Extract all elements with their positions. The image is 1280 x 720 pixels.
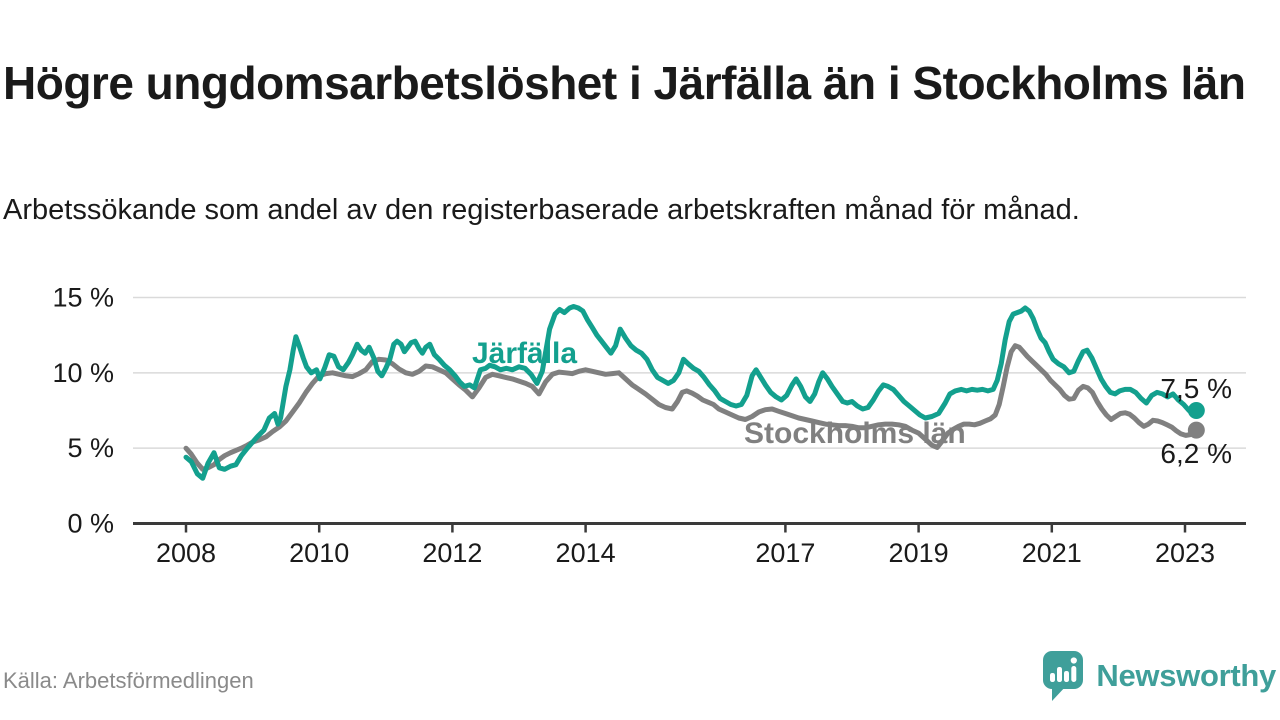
x-tick-label: 2008 bbox=[156, 538, 216, 568]
source-note: Källa: Arbetsförmedlingen bbox=[3, 668, 254, 693]
end-value-label-stockholms-lan: 6,2 % bbox=[1160, 438, 1232, 469]
y-tick-label: 5 % bbox=[67, 433, 114, 463]
series-end-dot bbox=[1187, 421, 1205, 439]
newsworthy-brand: Newsworthy bbox=[1040, 648, 1276, 704]
series-line-j-rf-lla bbox=[183, 304, 1199, 481]
end-value-label-jarfalla: 7,5 % bbox=[1160, 373, 1232, 404]
x-tick-label: 2019 bbox=[889, 538, 949, 568]
y-tick-label: 10 % bbox=[52, 358, 114, 388]
brand-name: Newsworthy bbox=[1096, 658, 1276, 693]
y-tick-label: 15 % bbox=[52, 282, 114, 312]
series-label-stockholms-lan: Stockholms län bbox=[744, 417, 966, 450]
x-tick-label: 2010 bbox=[289, 538, 349, 568]
x-tick-label: 2021 bbox=[1022, 538, 1082, 568]
x-tick-label: 2023 bbox=[1155, 538, 1215, 568]
series-line-stockholms-l-n bbox=[183, 343, 1199, 472]
page-title: Högre ungdomsarbetslöshet i Järfälla än … bbox=[3, 56, 1246, 109]
series-label-jarfalla: Järfälla bbox=[472, 337, 577, 370]
series-end-dot bbox=[1187, 401, 1205, 419]
chart-subtitle: Arbetssökande som andel av den registerb… bbox=[3, 194, 1080, 226]
x-tick-label: 2012 bbox=[422, 538, 482, 568]
x-tick-label: 2014 bbox=[556, 538, 616, 568]
newsworthy-logo-icon bbox=[1043, 651, 1084, 701]
y-tick-label: 0 % bbox=[67, 509, 114, 539]
x-tick-label: 2017 bbox=[755, 538, 815, 568]
